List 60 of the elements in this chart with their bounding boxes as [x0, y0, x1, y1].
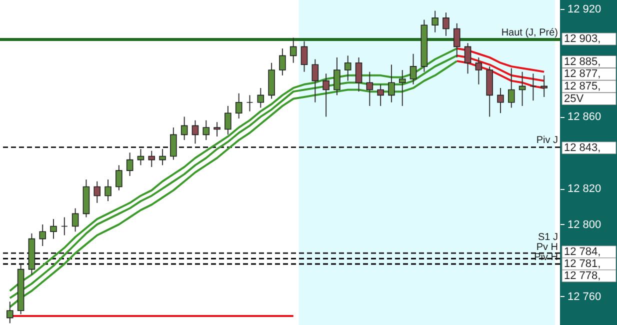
candlestick: [322, 73, 330, 118]
candlestick: [61, 216, 68, 236]
y-tick-label: 12 920: [568, 3, 602, 16]
candlestick: [530, 73, 537, 102]
candlestick: [214, 122, 220, 137]
candlestick: [366, 71, 374, 106]
text: 12 875,: [564, 80, 601, 92]
candlestick: [508, 68, 515, 108]
text: 12 778,: [564, 270, 601, 282]
candlestick: [377, 84, 384, 106]
candlestick: [224, 105, 232, 136]
candlestick: [432, 10, 438, 33]
candlestick: [300, 40, 308, 72]
text: 12 843,: [564, 142, 601, 154]
candlestick: [126, 152, 134, 176]
candlestick: [39, 224, 46, 246]
candlestick: [50, 218, 57, 240]
candlestick: [257, 87, 264, 108]
ref-line-label: Piv J: [536, 135, 558, 146]
text: 12 784,: [564, 246, 601, 258]
candlestick: [116, 164, 122, 191]
candlestick: [170, 126, 177, 160]
candlestick: [497, 87, 504, 114]
y-tick-label: 12 800: [568, 218, 602, 231]
text: 25V: [564, 92, 584, 105]
text: 12 903,: [564, 33, 601, 45]
text: 12 877,: [564, 68, 601, 80]
candlestick: [159, 148, 166, 166]
candlestick: [453, 22, 460, 58]
candlestick: [540, 74, 548, 98]
candlestick: [192, 120, 199, 144]
candlestick: [6, 301, 14, 324]
candlestick: [148, 150, 156, 168]
candlestick: [235, 92, 242, 120]
candlestick: [410, 53, 417, 85]
candlestick: [94, 180, 101, 204]
candlestick: [334, 56, 340, 96]
text: 12 781,: [564, 258, 601, 270]
ref-line-label: Pv H: [536, 242, 558, 253]
y-tick-label: 12 860: [568, 111, 602, 124]
candlestick: [464, 42, 472, 74]
y-tick-label: 12 820: [568, 183, 602, 196]
candlestick: [388, 64, 395, 103]
candlestick: [202, 120, 210, 141]
candlestick: [104, 179, 112, 202]
ref-line-label: Haut (J, Pré): [501, 28, 558, 39]
candlestick: [344, 55, 352, 82]
candlestick: [398, 70, 406, 106]
candlestick: [442, 12, 450, 36]
candlestick: [290, 37, 297, 64]
candlestick: [180, 116, 188, 141]
text: 12 885,: [564, 56, 601, 68]
y-tick-label: 12 760: [568, 290, 602, 303]
candlestick: [72, 208, 79, 232]
candlestick: [246, 94, 254, 112]
candlestick: [279, 48, 286, 76]
candlestick: [312, 58, 319, 103]
candlestick: [475, 56, 482, 85]
ref-line-label: S1 J: [538, 232, 558, 243]
candlestick: [355, 56, 362, 92]
